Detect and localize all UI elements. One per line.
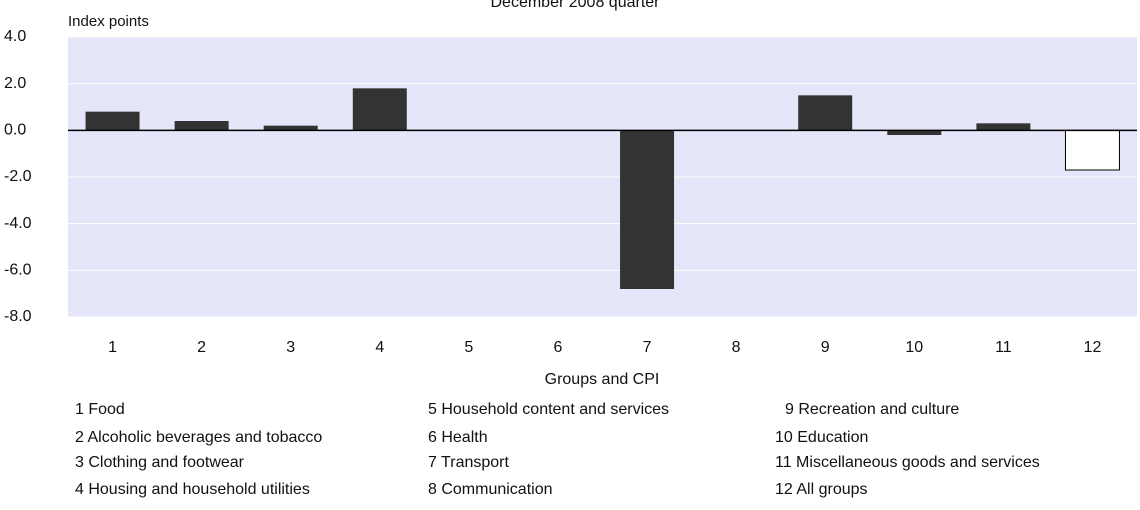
x-tick-label: 12 (1084, 339, 1102, 356)
legend-item: 10 Education (775, 429, 868, 446)
x-tick-label: 10 (905, 339, 923, 356)
y-tick-label: -4.0 (4, 215, 32, 232)
x-axis-label: Groups and CPI (545, 371, 660, 388)
y-tick-label: 0.0 (4, 122, 26, 139)
legend-item: 3 Clothing and footwear (75, 454, 245, 471)
bar (887, 130, 942, 135)
y-tick-label: -6.0 (4, 262, 32, 279)
x-tick-label: 7 (643, 339, 652, 356)
bar (352, 88, 407, 131)
bar (174, 121, 229, 131)
legend-item: 12 All groups (775, 481, 868, 498)
legend-item: 4 Housing and household utilities (75, 481, 310, 498)
y-tick-label: 4.0 (4, 28, 26, 45)
x-tick-label: 9 (821, 339, 830, 356)
x-tick-label: 6 (554, 339, 563, 356)
bar (976, 123, 1031, 131)
x-tick-label: 2 (197, 339, 206, 356)
bar (620, 130, 675, 289)
chart-title: December 2008 quarter (491, 0, 661, 11)
y-tick-label: -8.0 (4, 308, 32, 325)
legend-item: 6 Health (428, 429, 488, 446)
bar (1064, 129, 1120, 171)
legend-item: 2 Alcoholic beverages and tobacco (75, 429, 322, 446)
legend-item: 9 Recreation and culture (785, 401, 959, 418)
legend-item: 7 Transport (428, 454, 509, 471)
x-tick-label: 11 (995, 339, 1012, 356)
legend-item: 1 Food (75, 401, 125, 418)
y-tick-label: -2.0 (4, 168, 32, 185)
legend-item: 5 Household content and services (428, 401, 669, 418)
bar (798, 95, 853, 131)
y-tick-label: 2.0 (4, 75, 26, 92)
x-tick-label: 8 (732, 339, 741, 356)
x-tick-label: 4 (375, 339, 384, 356)
x-tick-label: 1 (108, 339, 117, 356)
y-axis-label: Index points (68, 13, 149, 30)
bar (263, 125, 318, 131)
legend-item: 11 Miscellaneous goods and services (775, 454, 1040, 471)
x-tick-label: 3 (286, 339, 295, 356)
legend-item: 8 Communication (428, 481, 553, 498)
x-tick-label: 5 (464, 339, 473, 356)
bar (85, 111, 140, 131)
